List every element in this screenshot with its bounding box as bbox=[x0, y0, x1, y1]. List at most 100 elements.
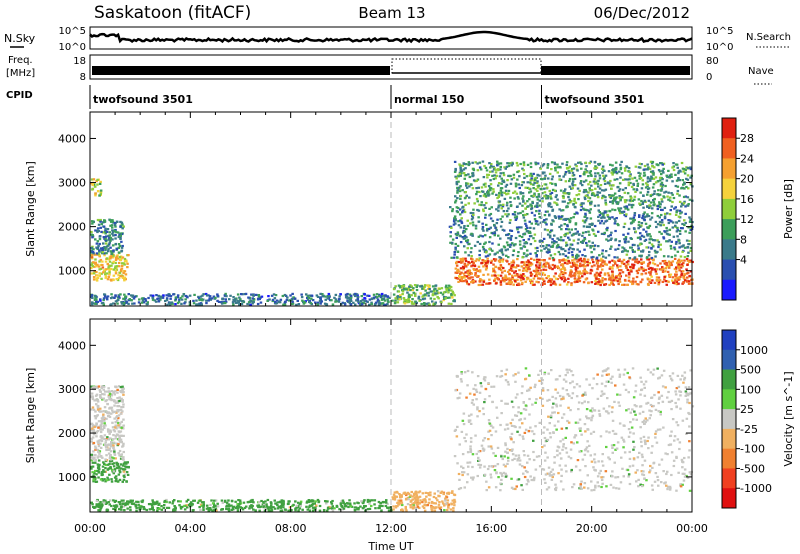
data-cell bbox=[598, 191, 602, 194]
data-cell bbox=[95, 480, 99, 483]
data-cell bbox=[251, 302, 254, 305]
data-cell bbox=[487, 185, 491, 188]
data-cell bbox=[668, 265, 671, 268]
data-cell bbox=[584, 219, 588, 222]
data-cell bbox=[633, 227, 636, 231]
data-cell bbox=[500, 177, 503, 180]
data-cell bbox=[105, 257, 109, 260]
data-cell bbox=[464, 259, 468, 263]
data-cell bbox=[489, 189, 492, 192]
data-cell bbox=[265, 505, 269, 508]
data-cell bbox=[539, 167, 542, 170]
data-cell bbox=[493, 234, 496, 237]
data-cell bbox=[519, 276, 522, 279]
data-cell bbox=[323, 509, 326, 512]
data-cell bbox=[135, 500, 138, 503]
data-cell bbox=[114, 237, 117, 240]
data-cell bbox=[546, 197, 550, 200]
data-cell bbox=[513, 279, 517, 283]
data-cell bbox=[464, 191, 467, 194]
data-cell bbox=[633, 218, 636, 222]
data-cell bbox=[639, 203, 642, 206]
data-cell bbox=[460, 201, 463, 204]
data-cell bbox=[92, 278, 96, 281]
data-cell bbox=[651, 186, 655, 189]
data-cell bbox=[100, 439, 104, 443]
data-cell bbox=[318, 300, 322, 303]
data-cell bbox=[541, 200, 544, 203]
data-cell bbox=[535, 195, 539, 199]
data-cell bbox=[521, 256, 524, 259]
data-cell bbox=[554, 167, 557, 170]
data-cell bbox=[638, 243, 642, 246]
data-cell bbox=[341, 506, 344, 509]
data-cell bbox=[647, 199, 651, 202]
data-cell bbox=[201, 294, 204, 297]
data-cell bbox=[452, 509, 455, 512]
data-cell bbox=[115, 504, 118, 507]
data-cell bbox=[92, 248, 95, 251]
data-cell bbox=[419, 499, 422, 502]
data-cell bbox=[403, 299, 406, 302]
data-cell bbox=[339, 502, 343, 505]
data-cell bbox=[649, 266, 652, 270]
data-cell bbox=[549, 229, 553, 232]
data-cell bbox=[532, 194, 535, 197]
data-cell bbox=[110, 264, 113, 267]
data-cell bbox=[368, 298, 372, 301]
data-cell bbox=[108, 398, 111, 401]
data-cell bbox=[542, 187, 546, 190]
data-cell bbox=[683, 200, 686, 203]
data-cell bbox=[676, 261, 679, 264]
data-cell bbox=[681, 222, 684, 226]
data-cell bbox=[115, 255, 118, 258]
data-cell bbox=[680, 274, 683, 277]
data-cell bbox=[98, 452, 101, 455]
data-cell bbox=[657, 245, 660, 249]
data-cell bbox=[137, 503, 140, 506]
data-cell bbox=[183, 302, 186, 305]
data-cell bbox=[606, 213, 609, 217]
data-cell bbox=[434, 502, 437, 505]
data-cell bbox=[449, 206, 452, 209]
data-cell bbox=[502, 210, 506, 213]
data-cell bbox=[686, 204, 689, 207]
data-cell bbox=[96, 240, 100, 243]
data-cell bbox=[607, 170, 611, 173]
data-cell bbox=[240, 293, 243, 296]
data-cell bbox=[297, 509, 300, 512]
data-cell bbox=[308, 294, 311, 297]
data-cell bbox=[492, 190, 495, 193]
data-cell bbox=[572, 203, 575, 206]
data-cell bbox=[660, 162, 663, 165]
data-cell bbox=[108, 271, 111, 274]
data-cell bbox=[467, 261, 470, 264]
data-cell bbox=[368, 502, 371, 505]
data-cell bbox=[519, 192, 522, 195]
data-cell bbox=[685, 268, 688, 271]
data-cell bbox=[509, 236, 513, 239]
data-cell bbox=[119, 454, 123, 457]
data-cell bbox=[501, 228, 505, 231]
data-cell bbox=[90, 385, 93, 388]
data-cell bbox=[117, 465, 121, 468]
data-cell bbox=[95, 274, 99, 277]
data-cell bbox=[651, 207, 654, 210]
data-cell bbox=[481, 245, 485, 248]
data-cell bbox=[573, 261, 576, 264]
data-cell bbox=[102, 397, 105, 400]
data-cell bbox=[115, 386, 118, 389]
data-cell bbox=[538, 199, 541, 202]
data-cell bbox=[476, 169, 480, 172]
data-cell bbox=[496, 160, 499, 163]
data-cell bbox=[304, 300, 307, 303]
data-cell bbox=[145, 303, 149, 306]
data-cell bbox=[129, 499, 132, 502]
data-cell bbox=[124, 278, 127, 281]
data-cell bbox=[458, 171, 462, 174]
data-cell bbox=[674, 173, 677, 176]
data-cell bbox=[514, 270, 517, 273]
data-cell bbox=[527, 261, 531, 264]
data-cell bbox=[671, 200, 674, 204]
data-cell bbox=[127, 293, 130, 296]
